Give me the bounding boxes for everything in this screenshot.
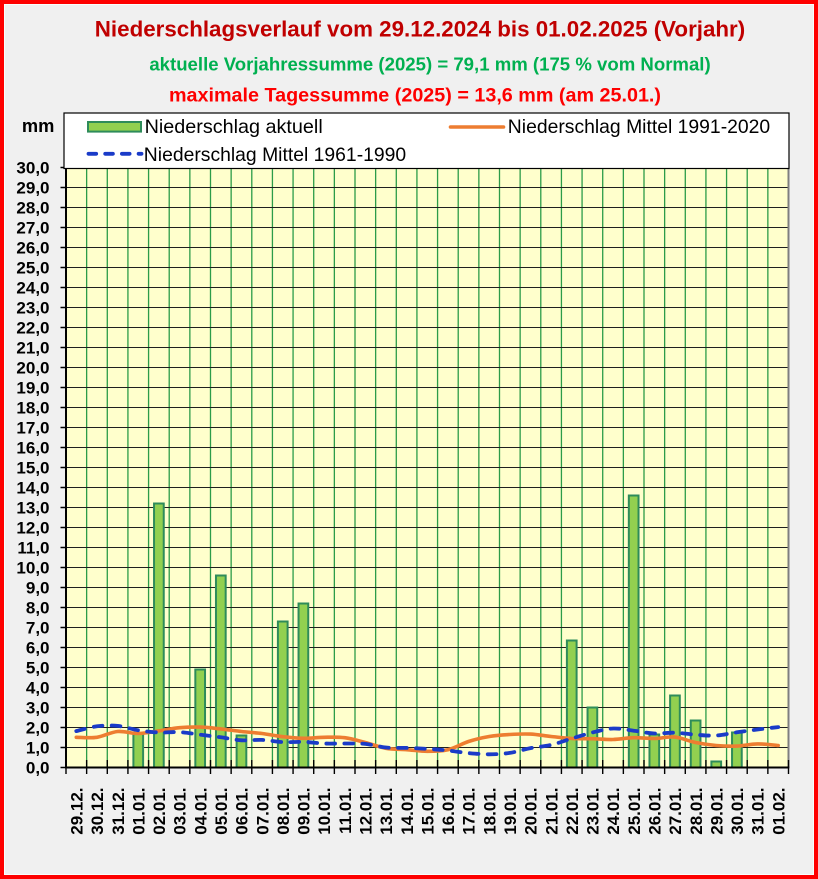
svg-text:20,0: 20,0 xyxy=(16,359,49,378)
svg-text:11,0: 11,0 xyxy=(17,539,49,558)
svg-text:12.01.: 12.01. xyxy=(357,788,376,835)
svg-text:27,0: 27,0 xyxy=(16,219,49,238)
svg-text:9,0: 9,0 xyxy=(26,579,50,598)
svg-text:23,0: 23,0 xyxy=(16,299,49,318)
svg-text:29,0: 29,0 xyxy=(16,179,49,198)
svg-text:14,0: 14,0 xyxy=(16,479,49,498)
svg-text:04.01.: 04.01. xyxy=(191,788,210,835)
svg-text:19,0: 19,0 xyxy=(16,379,49,398)
svg-text:06.01.: 06.01. xyxy=(233,788,252,835)
svg-text:02.01.: 02.01. xyxy=(150,788,169,835)
svg-text:8,0: 8,0 xyxy=(26,599,50,618)
svg-text:26.01.: 26.01. xyxy=(646,788,665,835)
svg-text:01.02.: 01.02. xyxy=(769,788,788,835)
svg-text:08.01.: 08.01. xyxy=(274,788,293,835)
svg-text:3,0: 3,0 xyxy=(26,699,50,718)
svg-text:29.01.: 29.01. xyxy=(707,788,726,835)
svg-text:19.01.: 19.01. xyxy=(501,788,520,835)
svg-text:10,0: 10,0 xyxy=(16,559,49,578)
svg-text:28.01.: 28.01. xyxy=(687,788,706,835)
svg-text:31.01.: 31.01. xyxy=(749,788,768,835)
svg-text:30.01.: 30.01. xyxy=(728,788,747,835)
svg-text:18.01.: 18.01. xyxy=(480,788,499,835)
svg-text:11.01.: 11.01. xyxy=(336,788,355,834)
svg-text:24.01.: 24.01. xyxy=(604,788,623,835)
svg-text:18,0: 18,0 xyxy=(16,399,49,418)
svg-text:26,0: 26,0 xyxy=(16,239,49,258)
svg-text:28,0: 28,0 xyxy=(16,199,49,218)
svg-text:Niederschlag Mittel 1961-1990: Niederschlag Mittel 1961-1990 xyxy=(144,144,406,166)
svg-text:22.01.: 22.01. xyxy=(563,788,582,835)
svg-text:29.12.: 29.12. xyxy=(68,788,87,835)
svg-text:14.01.: 14.01. xyxy=(398,788,417,835)
svg-text:2,0: 2,0 xyxy=(26,719,50,738)
svg-text:0,0: 0,0 xyxy=(26,759,50,778)
svg-text:01.01.: 01.01. xyxy=(129,788,148,835)
svg-text:7,0: 7,0 xyxy=(26,619,50,638)
svg-text:20.01.: 20.01. xyxy=(522,788,541,835)
svg-text:12,0: 12,0 xyxy=(16,519,49,538)
svg-text:27.01.: 27.01. xyxy=(666,788,685,835)
svg-text:23.01.: 23.01. xyxy=(584,788,603,835)
svg-text:30.12.: 30.12. xyxy=(88,788,107,835)
svg-text:10.01.: 10.01. xyxy=(315,788,334,835)
svg-text:maximale Tagessumme (2025) = 1: maximale Tagessumme (2025) = 13,6 mm (am… xyxy=(169,84,661,106)
svg-text:31.12.: 31.12. xyxy=(109,788,128,835)
svg-text:25,0: 25,0 xyxy=(16,259,49,278)
svg-text:aktuelle Vorjahressumme (2025): aktuelle Vorjahressumme (2025) = 79,1 mm… xyxy=(149,54,710,75)
svg-text:07.01.: 07.01. xyxy=(253,788,272,835)
svg-text:16,0: 16,0 xyxy=(16,439,49,458)
svg-text:mm: mm xyxy=(22,115,55,136)
svg-text:17.01.: 17.01. xyxy=(460,788,479,835)
svg-text:13.01.: 13.01. xyxy=(377,788,396,835)
svg-text:03.01.: 03.01. xyxy=(171,788,190,835)
svg-text:30,0: 30,0 xyxy=(16,159,49,178)
svg-text:Niederschlag Mittel 1991-2020: Niederschlag Mittel 1991-2020 xyxy=(508,116,770,138)
svg-text:25.01.: 25.01. xyxy=(625,788,644,835)
svg-text:17,0: 17,0 xyxy=(16,419,49,438)
svg-text:1,0: 1,0 xyxy=(26,739,50,758)
svg-text:15.01.: 15.01. xyxy=(418,788,437,835)
svg-text:15,0: 15,0 xyxy=(16,459,49,478)
svg-text:21.01.: 21.01. xyxy=(542,788,561,835)
svg-text:Niederschlag aktuell: Niederschlag aktuell xyxy=(145,116,323,138)
svg-text:09.01.: 09.01. xyxy=(295,788,314,835)
svg-text:5,0: 5,0 xyxy=(26,659,50,678)
svg-text:13,0: 13,0 xyxy=(16,499,49,518)
svg-text:6,0: 6,0 xyxy=(26,639,50,658)
svg-text:21,0: 21,0 xyxy=(16,339,49,358)
svg-text:05.01.: 05.01. xyxy=(212,788,231,835)
svg-text:16.01.: 16.01. xyxy=(439,788,458,835)
svg-text:24,0: 24,0 xyxy=(16,279,49,298)
svg-text:22,0: 22,0 xyxy=(16,319,49,338)
svg-text:Niederschlagsverlauf vom 29.12: Niederschlagsverlauf vom 29.12.2024 bis … xyxy=(95,16,745,41)
svg-text:4,0: 4,0 xyxy=(26,679,50,698)
